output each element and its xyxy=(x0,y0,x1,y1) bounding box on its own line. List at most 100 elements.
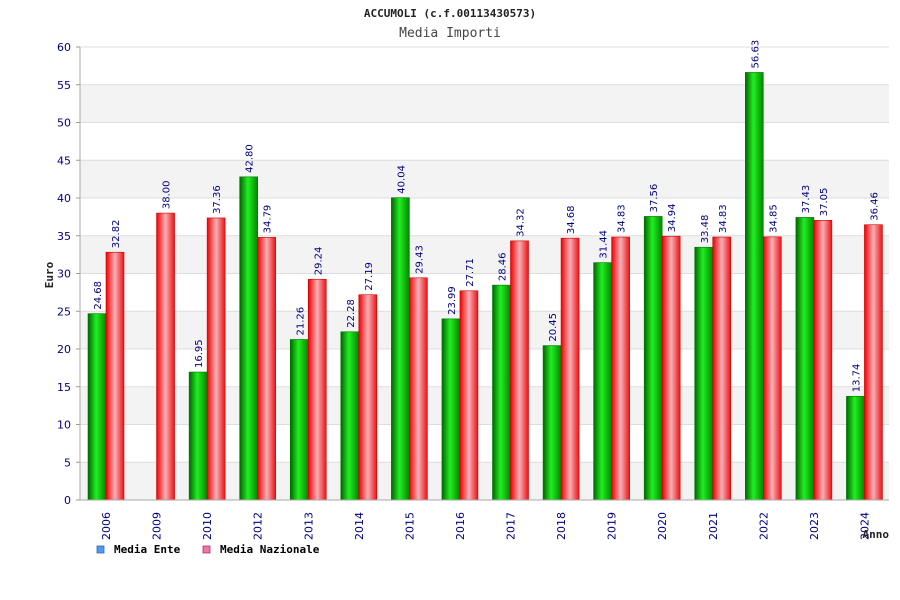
bar-nazionale xyxy=(459,290,479,501)
data-label: 21.26 xyxy=(295,307,306,336)
x-tick-label: 2021 xyxy=(707,512,720,540)
y-tick-label: 55 xyxy=(57,79,71,92)
x-tick-label: 2006 xyxy=(100,512,113,540)
bar-nazionale xyxy=(510,240,529,501)
bar-nazionale xyxy=(763,236,782,501)
bar-nazionale xyxy=(358,294,378,501)
data-label: 34.32 xyxy=(516,208,527,237)
bar-nazionale xyxy=(307,278,327,501)
bar-nazionale xyxy=(105,251,125,501)
x-tick-label: 2019 xyxy=(606,512,619,540)
axes: 0 5 10 15 20 25 30 35 40 45 50 55 60 2006 2009 2010 2012… xyxy=(57,41,889,540)
data-label: 37.36 xyxy=(212,185,223,214)
data-label: 28.46 xyxy=(498,252,509,281)
x-tick-label: 2013 xyxy=(302,512,315,540)
data-label: 31.44 xyxy=(599,230,610,259)
data-label: 37.56 xyxy=(649,184,660,213)
y-tick-label: 25 xyxy=(57,305,71,318)
y-axis-label: Euro xyxy=(43,261,56,288)
data-label: 36.46 xyxy=(869,192,880,221)
x-tick-label: 2010 xyxy=(201,512,214,540)
data-label: 34.79 xyxy=(263,205,274,234)
bar-nazionale xyxy=(813,219,833,501)
x-tick-label: 2016 xyxy=(454,512,467,540)
x-axis-label: Anno xyxy=(863,528,890,541)
bar-ente xyxy=(289,339,309,501)
x-tick-label: 2009 xyxy=(151,512,164,540)
data-label: 34.83 xyxy=(718,204,729,233)
y-tick-label: 60 xyxy=(57,41,71,54)
data-label: 37.05 xyxy=(819,188,830,217)
y-tick-label: 40 xyxy=(57,192,71,205)
grid-band xyxy=(80,84,889,123)
y-tick-label: 45 xyxy=(57,154,71,167)
data-label: 32.82 xyxy=(111,220,122,249)
data-label: 29.24 xyxy=(313,247,324,276)
bar-ente xyxy=(492,284,511,501)
data-label: 22.28 xyxy=(346,299,357,328)
bar-ente xyxy=(87,313,107,501)
bar-ente xyxy=(239,176,258,501)
data-label: 23.99 xyxy=(447,286,458,315)
x-tick-label: 2023 xyxy=(808,512,821,540)
x-tick-label: 2020 xyxy=(656,512,669,540)
y-tick-label: 20 xyxy=(57,343,71,356)
x-tick-label: 2024 xyxy=(858,512,871,540)
bar-ente xyxy=(745,72,764,501)
bar-ente xyxy=(391,197,410,501)
x-tick-label: 2012 xyxy=(252,512,265,540)
y-tick-label: 0 xyxy=(64,494,71,507)
bar-ente xyxy=(643,216,663,501)
bar-ente xyxy=(188,371,208,501)
data-label: 34.94 xyxy=(667,204,678,233)
x-tick-label: 2022 xyxy=(757,512,770,540)
x-tick-label: 2014 xyxy=(353,512,366,540)
bar-ente xyxy=(795,217,815,501)
x-tick-label: 2018 xyxy=(555,512,568,540)
data-label: 16.95 xyxy=(194,339,205,368)
bar-nazionale xyxy=(156,212,175,501)
bar-ente xyxy=(340,331,360,501)
legend-label-nazionale: Media Nazionale xyxy=(220,543,320,556)
bars: 24.68 32.82 38.00 16.95 37.36 42.80 34.79 21.26… xyxy=(87,40,883,501)
data-label: 27.71 xyxy=(465,258,476,287)
y-tick-label: 35 xyxy=(57,230,71,243)
chart-title: ACCUMOLI (c.f.00113430573) xyxy=(364,7,536,20)
data-label: 13.74 xyxy=(851,364,862,393)
bar-nazionale xyxy=(257,237,276,501)
bar-ente xyxy=(593,262,612,501)
bar-nazionale xyxy=(661,235,681,501)
grid-band xyxy=(80,47,889,85)
grid-band xyxy=(80,122,889,161)
chart-subtitle: Media Importi xyxy=(399,26,501,41)
data-label: 34.68 xyxy=(566,206,577,235)
bar-nazionale xyxy=(864,224,883,501)
legend-swatch-nazionale xyxy=(202,545,211,554)
data-label: 56.63 xyxy=(750,40,761,69)
y-tick-label: 30 xyxy=(57,268,71,281)
bar-nazionale xyxy=(560,237,580,501)
bar-nazionale xyxy=(409,277,428,501)
data-label: 20.45 xyxy=(548,313,559,342)
data-label: 34.85 xyxy=(768,204,779,233)
bar-ente xyxy=(846,395,865,501)
data-label: 37.43 xyxy=(801,185,812,214)
legend-swatch-ente xyxy=(96,545,105,554)
legend: Media Ente Media Nazionale xyxy=(96,543,320,556)
x-tick-label: 2017 xyxy=(505,512,518,540)
data-label: 24.68 xyxy=(93,281,104,310)
y-tick-label: 15 xyxy=(57,381,71,394)
data-label: 29.43 xyxy=(414,245,425,274)
bar-nazionale xyxy=(611,236,630,501)
data-label: 27.19 xyxy=(364,262,375,291)
y-tick-label: 5 xyxy=(64,456,71,469)
data-label: 38.00 xyxy=(162,180,173,209)
bar-nazionale xyxy=(712,236,732,501)
bar-ente xyxy=(694,246,714,501)
bar-ente xyxy=(542,345,562,501)
data-label: 40.04 xyxy=(396,165,407,194)
grid-band xyxy=(80,160,889,198)
data-label: 33.48 xyxy=(700,215,711,244)
